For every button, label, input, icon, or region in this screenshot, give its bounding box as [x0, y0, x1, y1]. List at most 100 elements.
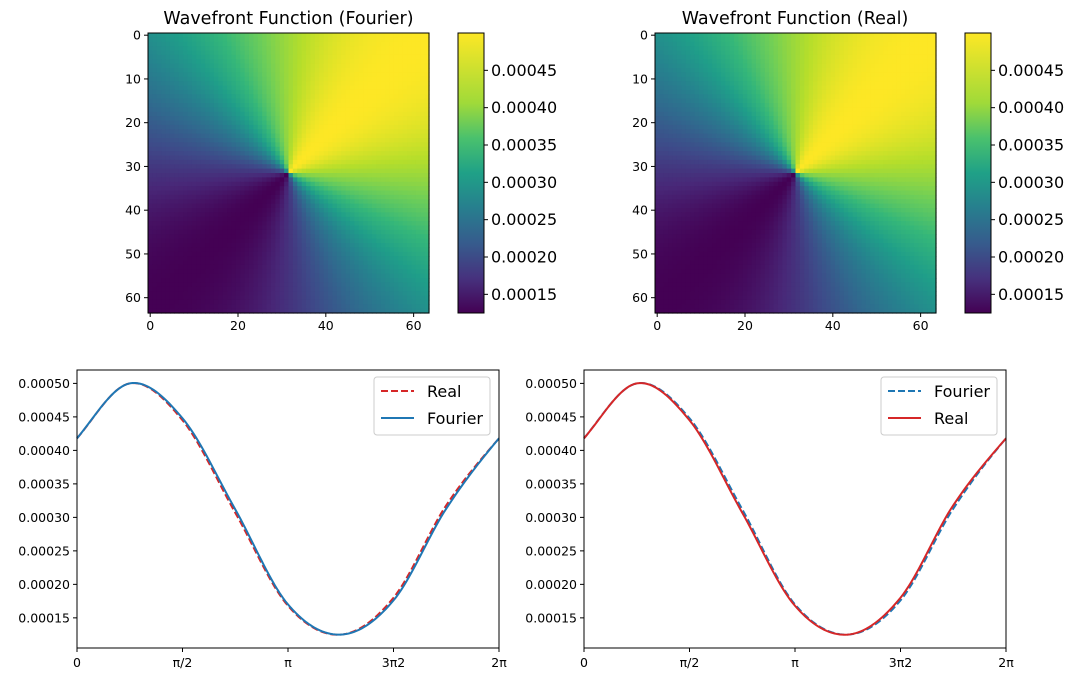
heatmap-cell	[363, 41, 369, 47]
heatmap-cell	[205, 251, 211, 257]
heatmap-cell	[297, 76, 303, 82]
heatmap-cell	[371, 269, 377, 275]
heatmap-cell	[275, 295, 281, 301]
heatmap-cell	[218, 229, 224, 235]
heatmap-cell	[358, 278, 364, 283]
heatmap-cell	[676, 72, 682, 78]
heatmap-cell	[178, 234, 184, 240]
heatmap-cell	[148, 273, 153, 279]
heatmap-cell	[786, 59, 792, 65]
heatmap-cell	[341, 159, 347, 165]
heatmap-cell	[253, 221, 259, 227]
heatmap-cell	[161, 177, 167, 183]
heatmap-cell	[402, 260, 408, 266]
heatmap-cell	[244, 291, 250, 297]
heatmap-cell	[424, 107, 430, 113]
heatmap-cell	[161, 216, 167, 222]
heatmap-cell	[424, 146, 430, 152]
heatmap-cell	[200, 155, 206, 161]
heatmap-cell	[376, 173, 382, 178]
heatmap-cell	[371, 138, 377, 143]
heatmap-cell	[323, 299, 329, 305]
heatmap-cell	[205, 208, 211, 213]
heatmap-cell	[213, 72, 219, 78]
heatmap-cell	[773, 85, 779, 91]
heatmap-cell	[345, 168, 351, 174]
heatmap-cell	[161, 269, 167, 275]
heatmap-cell	[270, 229, 276, 235]
heatmap-cell	[371, 212, 377, 218]
heatmap-cell	[865, 59, 871, 65]
heatmap-cell	[240, 291, 246, 297]
heatmap-cell	[301, 243, 307, 248]
heatmap-cell	[332, 243, 338, 248]
heatmap-cell	[336, 89, 342, 95]
heatmap-cell	[345, 59, 351, 65]
heatmap-cell	[257, 225, 263, 231]
heatmap-cell	[191, 168, 197, 174]
heatmap-cell	[371, 164, 377, 170]
heatmap-cell	[191, 286, 197, 292]
heatmap-cell	[319, 129, 325, 135]
heatmap-cell	[358, 190, 364, 196]
heatmap-cell	[165, 291, 171, 297]
heatmap-cell	[253, 159, 259, 165]
heatmap-cell	[371, 37, 377, 43]
heatmap-cell	[209, 234, 215, 240]
heatmap-cell	[218, 291, 224, 297]
heatmap-cell	[786, 37, 792, 43]
heatmap-cell	[319, 264, 325, 270]
heatmap-cell	[349, 221, 355, 227]
heatmap-cell	[231, 81, 237, 87]
heatmap-cell	[152, 229, 158, 235]
heatmap-cell	[222, 251, 228, 257]
heatmap-cell	[896, 59, 902, 65]
heatmap-cell	[319, 216, 325, 222]
heatmap-cell	[288, 120, 294, 126]
heatmap-cell	[279, 247, 285, 253]
heatmap-cell	[663, 63, 669, 69]
heatmap-cell	[292, 256, 298, 262]
heatmap-cell	[227, 273, 233, 279]
heatmap-cell	[222, 212, 228, 218]
heatmap-cell	[235, 50, 241, 56]
heatmap-cell	[257, 41, 263, 47]
heatmap-cell	[200, 63, 206, 69]
heatmap-cell	[393, 124, 399, 130]
heatmap-cell	[253, 111, 259, 117]
heatmap-cell	[284, 89, 290, 95]
heatmap-cell	[363, 216, 369, 222]
heatmap-cell	[319, 203, 325, 209]
heatmap-cell	[363, 46, 369, 52]
heatmap-cell	[349, 138, 355, 143]
heatmap-cell	[244, 98, 250, 104]
heatmap-cell	[764, 59, 770, 65]
heatmap-cell	[385, 199, 391, 205]
x-tick-label: 40	[318, 318, 334, 333]
heatmap-cell	[262, 286, 268, 292]
heatmap-cell	[328, 138, 334, 143]
heatmap-cell	[209, 304, 215, 310]
heatmap-cell	[385, 295, 391, 301]
heatmap-cell	[191, 304, 197, 310]
heatmap-cell	[284, 129, 290, 135]
heatmap-cell	[345, 194, 351, 200]
heatmap-cell	[165, 273, 171, 279]
heatmap-cell	[292, 151, 298, 157]
heatmap-cell	[931, 59, 937, 65]
heatmap-cell	[183, 164, 189, 170]
heatmap-cell	[165, 155, 171, 161]
heatmap-cell	[393, 234, 399, 240]
heatmap-cell	[235, 291, 241, 297]
heatmap-cell	[328, 247, 334, 253]
heatmap-cell	[363, 208, 369, 213]
heatmap-cell	[411, 238, 417, 244]
heatmap-cell	[178, 304, 184, 310]
heatmap-cell	[376, 54, 382, 60]
heatmap-cell	[336, 177, 342, 183]
heatmap-cell	[213, 269, 219, 275]
heatmap-cell	[187, 37, 193, 43]
heatmap-cell	[782, 72, 788, 78]
heatmap-cell	[213, 142, 219, 148]
heatmap-cell	[760, 50, 766, 56]
